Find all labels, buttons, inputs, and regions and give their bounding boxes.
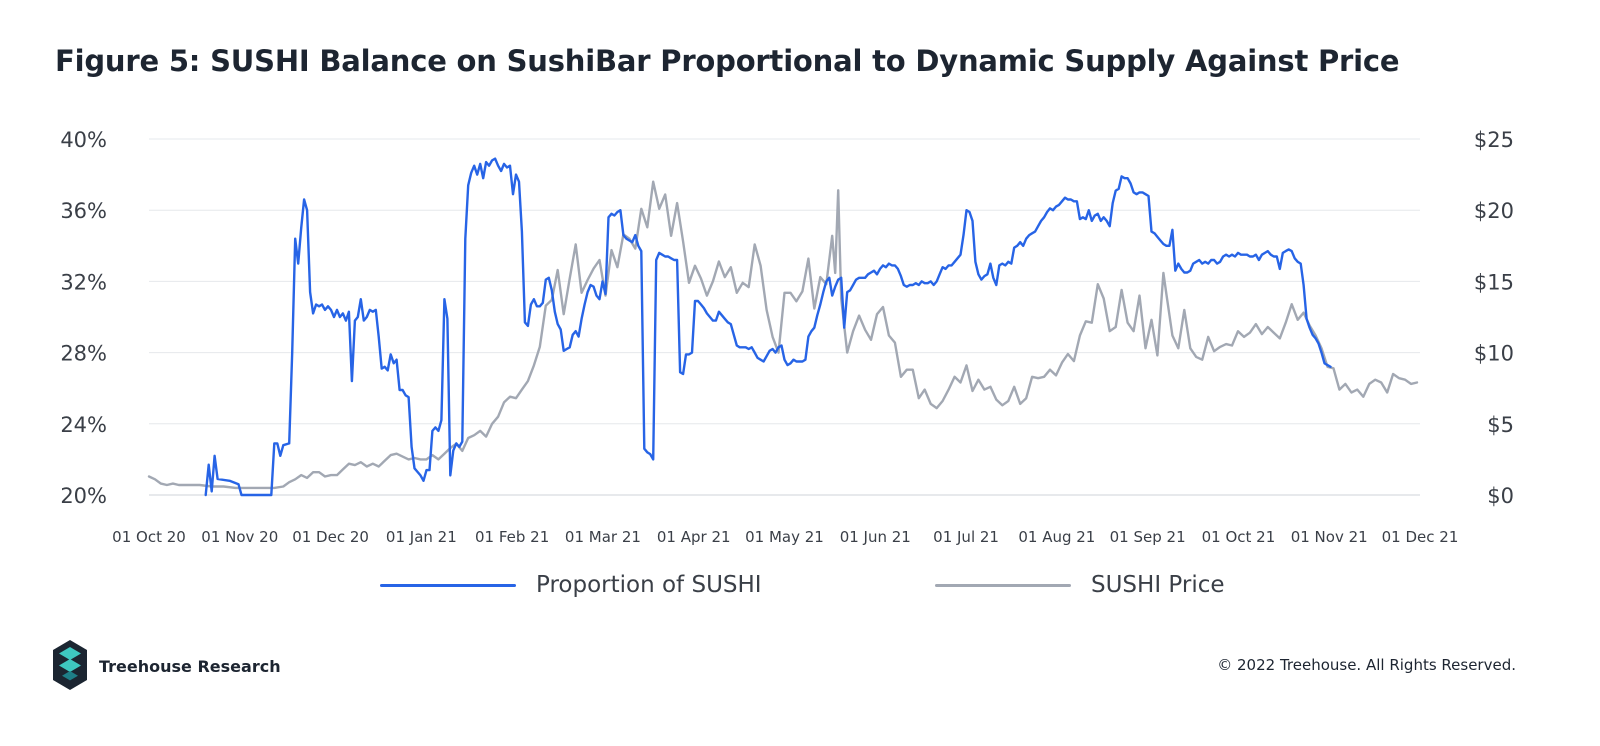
x-tick-label: 01 Jul 21 [933,528,999,546]
y-axis-left-labels: 20% 24% 28% 32% 36% 40% [60,128,107,508]
y-right-tick-label: $10 [1474,342,1514,366]
legend-label-price: SUSHI Price [1091,572,1225,598]
y-left-tick-label: 36% [60,199,107,223]
y-left-tick-label: 40% [60,128,107,152]
footer-brand[interactable]: Treehouse Research [53,640,281,692]
y-right-tick-label: $25 [1474,128,1514,152]
legend-swatch-proportion [380,583,516,587]
x-tick-label: 01 Mar 21 [565,528,641,546]
x-tick-label: 01 Oct 21 [1202,528,1276,546]
x-tick-label: 01 Apr 21 [657,528,731,546]
legend-swatch-price [935,583,1071,587]
series-lines [147,157,1419,497]
x-tick-label: 01 Dec 20 [292,528,369,546]
x-tick-label: 01 Sep 21 [1110,528,1186,546]
x-tick-label: 01 Feb 21 [475,528,549,546]
y-left-tick-label: 24% [60,413,107,437]
series-line-sushi-price [147,180,1419,490]
y-axis-right-labels: $0 $5 $10 $15 $20 $25 [1474,128,1514,508]
series-line-proportion [204,157,1332,497]
y-left-tick-label: 32% [60,270,107,294]
y-right-tick-label: $5 [1487,413,1514,437]
x-tick-label: 01 May 21 [745,528,824,546]
x-axis-labels: 01 Oct 20 01 Nov 20 01 Dec 20 01 Jan 21 01 F… [112,528,1458,546]
legend: Proportion of SUSHI SUSHI Price [0,572,1600,612]
y-right-tick-label: $0 [1487,484,1514,508]
x-tick-label: 01 Oct 20 [112,528,186,546]
x-tick-label: 01 Aug 21 [1018,528,1095,546]
y-left-tick-label: 28% [60,342,107,366]
x-tick-label: 01 Nov 21 [1291,528,1368,546]
y-left-tick-label: 20% [60,484,107,508]
legend-label-proportion: Proportion of SUSHI [536,572,762,598]
x-tick-label: 01 Dec 21 [1382,528,1459,546]
x-tick-label: 01 Jun 21 [840,528,911,546]
legend-item-price[interactable]: SUSHI Price [935,572,1225,598]
chart-title: Figure 5: SUSHI Balance on SushiBar Prop… [55,44,1400,78]
copyright-notice: © 2022 Treehouse. All Rights Reserved. [1217,656,1516,674]
x-tick-label: 01 Nov 20 [201,528,278,546]
y-right-tick-label: $15 [1474,270,1514,294]
y-right-tick-label: $20 [1474,199,1514,223]
legend-item-proportion[interactable]: Proportion of SUSHI [380,572,762,598]
treehouse-logo-icon [53,640,87,690]
brand-name: Treehouse Research [99,656,281,676]
gridlines [149,138,1420,496]
x-tick-label: 01 Jan 21 [386,528,457,546]
